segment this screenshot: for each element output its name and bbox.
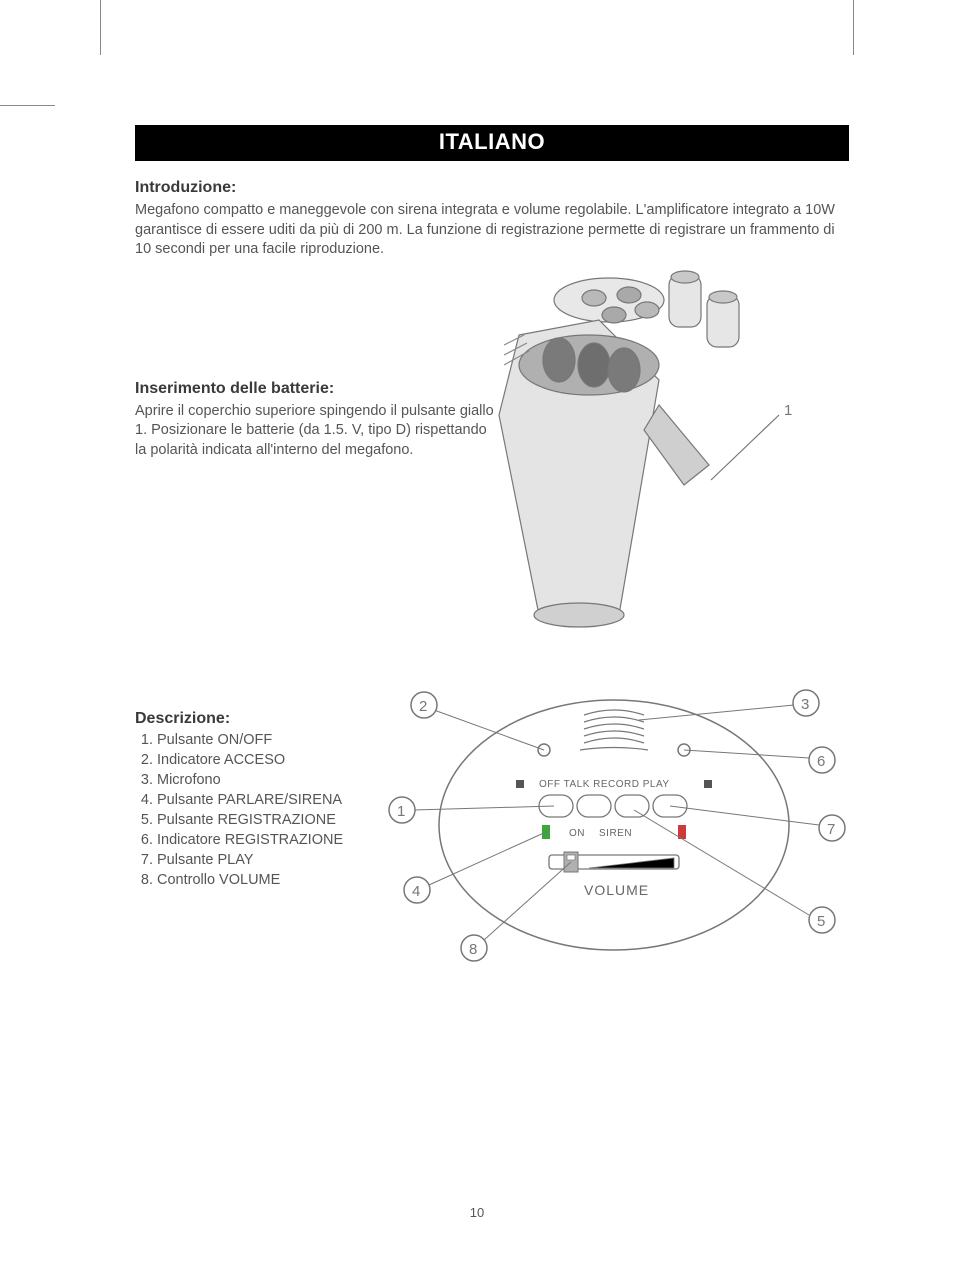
callout-3: 3 bbox=[801, 696, 809, 713]
crop-mark bbox=[0, 105, 55, 106]
callout-1: 1 bbox=[397, 803, 405, 820]
content-area: ITALIANO Introduzione: Megafono compatto… bbox=[135, 125, 849, 1188]
crop-mark bbox=[853, 0, 854, 55]
panel-on-label: ON bbox=[569, 828, 585, 839]
page: ITALIANO Introduzione: Megafono compatto… bbox=[0, 0, 954, 1268]
batteries-heading: Inserimento delle batterie: bbox=[135, 380, 495, 398]
batteries-body: Aprire il coperchio superiore spingendo … bbox=[135, 402, 495, 461]
intro-section: Introduzione: Megafono compatto e manegg… bbox=[135, 179, 849, 260]
callout-5: 5 bbox=[817, 913, 825, 930]
page-number: 10 bbox=[0, 1205, 954, 1220]
callout-6: 6 bbox=[817, 753, 825, 770]
panel-mode-labels: OFF TALK RECORD PLAY bbox=[539, 779, 670, 790]
figure1-callout-1: 1 bbox=[784, 402, 792, 419]
panel-volume-label: VOLUME bbox=[584, 882, 649, 898]
batteries-section: Inserimento delle batterie: Aprire il co… bbox=[135, 380, 495, 461]
battery-diagram: 1 bbox=[479, 265, 839, 645]
callout-2: 2 bbox=[419, 698, 427, 715]
intro-body: Megafono compatto e maneggevole con sire… bbox=[135, 201, 849, 260]
callout-8: 8 bbox=[469, 941, 477, 958]
crop-mark bbox=[100, 0, 101, 55]
callout-7: 7 bbox=[827, 821, 835, 838]
panel-siren-label: SIREN bbox=[599, 828, 632, 839]
language-title-bar: ITALIANO bbox=[135, 125, 849, 161]
control-panel-diagram: OFF TALK RECORD PLAY ON SIREN bbox=[374, 680, 854, 980]
intro-heading: Introduzione: bbox=[135, 179, 849, 197]
callout-4: 4 bbox=[412, 883, 420, 900]
